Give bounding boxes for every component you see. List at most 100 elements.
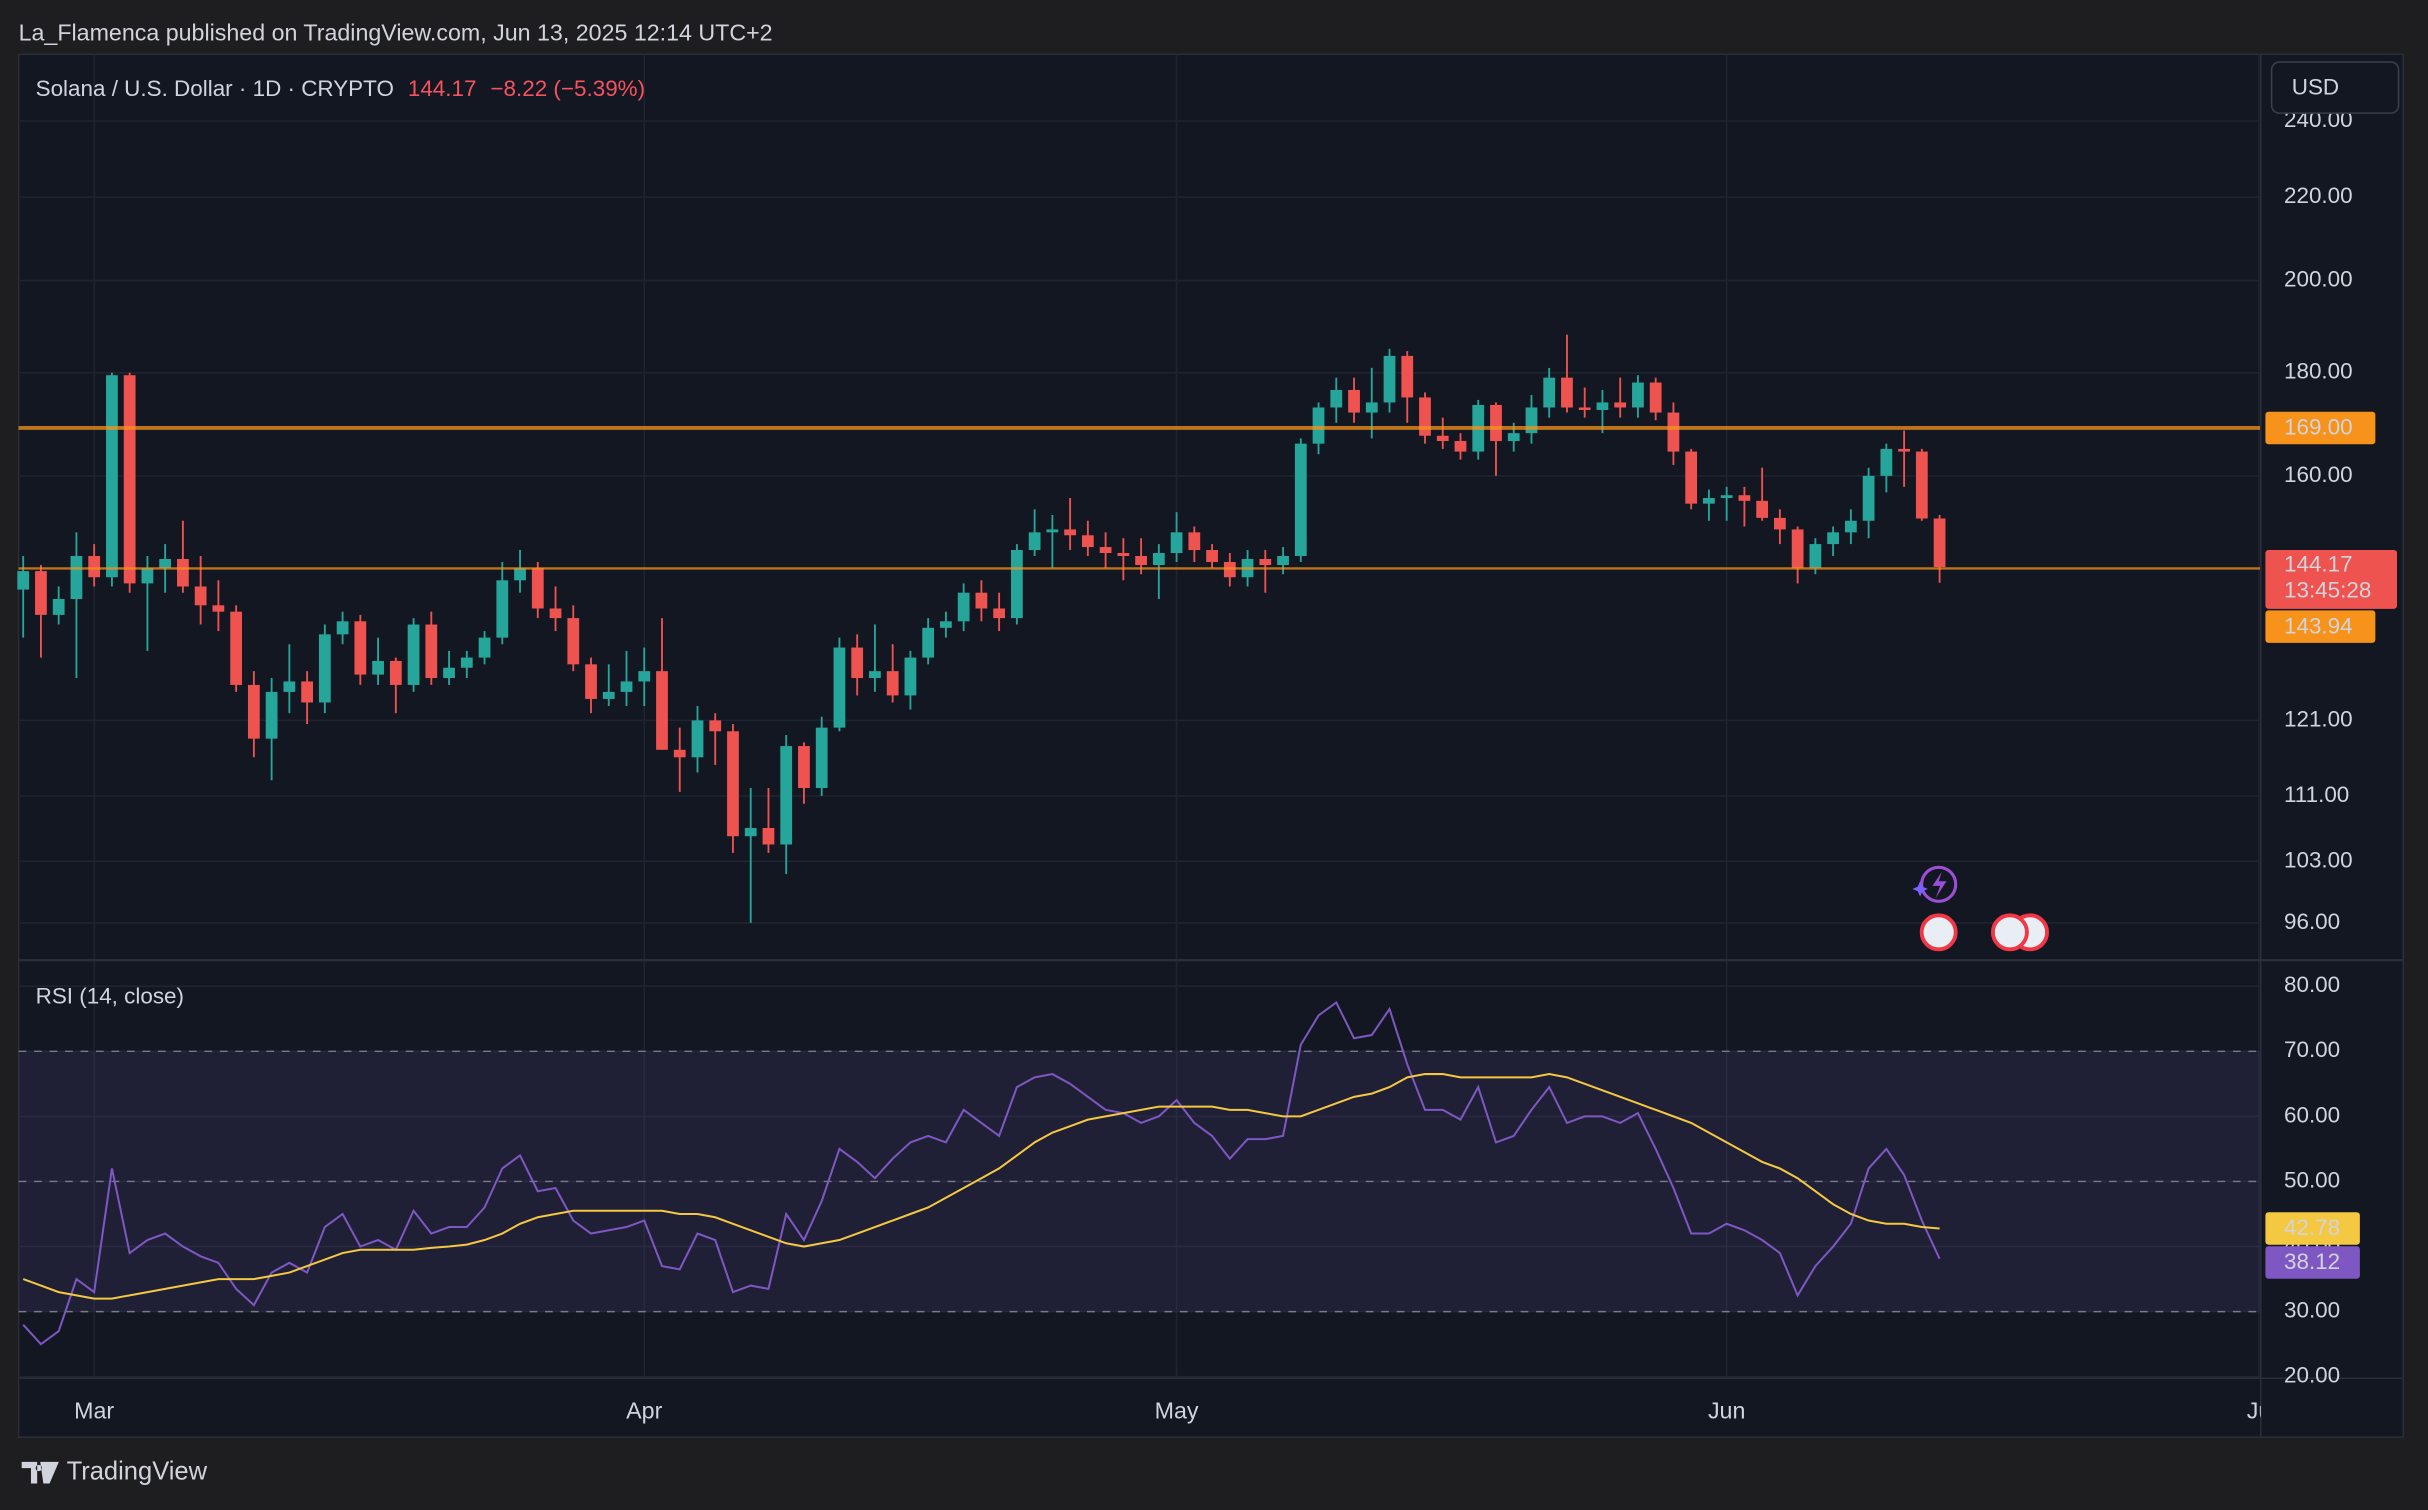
rsi-tick-label: 50.00 <box>2284 1167 2340 1192</box>
candle-body <box>1064 529 1076 536</box>
candle-body <box>1614 402 1627 408</box>
y-tick-label: 180.00 <box>2284 359 2353 384</box>
candle-body <box>1365 402 1378 413</box>
candle-body <box>673 749 686 758</box>
candle-body <box>975 592 988 609</box>
event-icon <box>1932 871 1947 899</box>
candle-body <box>283 681 296 692</box>
candle-body <box>52 598 65 615</box>
rsi-value-box <box>2265 1212 2360 1245</box>
candle-body <box>1135 555 1147 566</box>
candle-body <box>1596 402 1609 411</box>
candle-body <box>531 568 544 609</box>
candle-body <box>407 624 420 685</box>
candle-body <box>1844 520 1857 533</box>
candle-body <box>514 568 526 581</box>
candle-body <box>425 624 438 679</box>
candle-body <box>354 621 367 675</box>
rsi-tick-label: 20.00 <box>2284 1363 2340 1388</box>
candle-body <box>1578 407 1591 411</box>
candle-body <box>1898 448 1910 452</box>
candle-body <box>833 647 846 728</box>
rsi-line <box>22 1000 1941 1346</box>
candle-body <box>194 586 207 606</box>
candle-body <box>230 611 243 685</box>
candle-body <box>106 375 118 578</box>
candle-body <box>70 555 83 599</box>
candle-body <box>1401 355 1414 398</box>
candle-body <box>1880 448 1893 476</box>
candle-body <box>1543 377 1556 408</box>
candle-body <box>1862 475 1875 521</box>
candle-body <box>1703 498 1715 504</box>
candle-body <box>1277 555 1289 566</box>
candle-body <box>709 720 722 732</box>
candle-body <box>1259 558 1272 566</box>
currency-label: USD <box>2292 74 2339 99</box>
rsi-tick-label: 30.00 <box>2284 1298 2340 1323</box>
rsi-legend: RSI (14, close) <box>36 983 184 1008</box>
candle-body <box>1099 547 1112 554</box>
candle-body <box>336 621 349 635</box>
attribution: La_Flamenca published on TradingView.com… <box>19 19 773 45</box>
rsi-value-label: 42.78 <box>2284 1215 2340 1240</box>
candle-body <box>35 571 47 615</box>
candle-body <box>1170 532 1183 554</box>
candle-body <box>1774 517 1786 530</box>
candle-body <box>318 634 331 703</box>
rsi-tick-label: 70.00 <box>2284 1037 2340 1062</box>
candle-body <box>1490 404 1502 442</box>
event-icon <box>1990 913 2029 952</box>
candle-body <box>372 660 384 675</box>
candle-body <box>1632 382 1644 408</box>
price-change: −8.22 (−5.39%) <box>490 76 645 101</box>
axis-labels: 240.00220.00200.00180.00160.00121.00111.… <box>2265 107 2398 1388</box>
candle-body <box>886 671 899 696</box>
overlays <box>18 426 2261 570</box>
candle-body <box>212 605 225 612</box>
candle-body <box>1738 495 1751 501</box>
candle-body <box>1188 532 1201 551</box>
candle-body <box>904 657 917 696</box>
candle-body <box>1454 441 1467 452</box>
candle-body <box>1206 550 1218 563</box>
candle-body <box>549 608 562 619</box>
symbol-title: Solana / U.S. Dollar · 1D · CRYPTO <box>36 76 394 101</box>
rsi-value-label: 38.12 <box>2284 1249 2340 1274</box>
candle-body <box>1827 532 1840 545</box>
countdown-label: 13:45:28 <box>2284 578 2371 603</box>
candle-body <box>460 657 473 668</box>
currency-button[interactable] <box>2270 61 2400 114</box>
x-tick-label: Mar <box>74 1397 114 1423</box>
y-tick-label: 103.00 <box>2284 847 2353 872</box>
brand-logo <box>21 1461 59 1484</box>
candle-body <box>620 681 633 692</box>
candle-body <box>247 684 260 739</box>
candle-body <box>922 627 935 658</box>
candle-body <box>1081 535 1094 548</box>
level-label: 143.94 <box>2284 613 2353 638</box>
candle-body <box>691 720 704 758</box>
y-tick-label: 220.00 <box>2284 183 2353 208</box>
lines <box>22 1000 1941 1346</box>
candle-body <box>478 637 491 658</box>
candle-body <box>780 746 793 845</box>
candle-body <box>1152 553 1165 566</box>
candle-body <box>1419 397 1431 436</box>
rsi-band <box>18 1050 2261 1313</box>
x-tick-label: May <box>1155 1397 1199 1423</box>
x-tick-label: Jun <box>1708 1397 1745 1423</box>
rsi-tick-label: 60.00 <box>2284 1102 2340 1127</box>
candle-body <box>17 571 30 590</box>
candle-body <box>443 667 455 679</box>
y-tick-label: 160.00 <box>2284 462 2353 487</box>
candle-body <box>1436 435 1449 442</box>
candle-body <box>727 731 739 837</box>
candle-body <box>1046 529 1059 533</box>
candle-body <box>1348 389 1360 413</box>
candle-body <box>141 568 154 584</box>
candle-body <box>1525 407 1538 434</box>
candle-body <box>940 621 952 628</box>
y-tick-label: 121.00 <box>2284 706 2353 731</box>
